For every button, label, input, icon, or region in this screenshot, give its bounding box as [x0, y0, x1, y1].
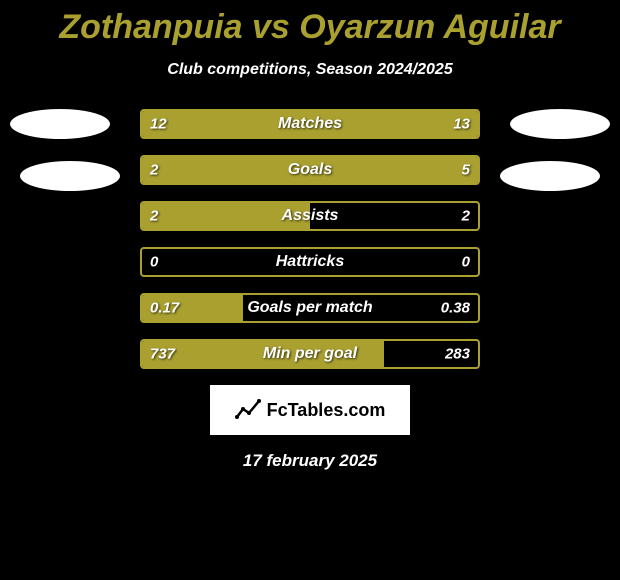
stat-value-right: 283 [445, 346, 470, 363]
stat-row: Hattricks0 0 [140, 247, 480, 277]
subtitle: Club competitions, Season 2024/2025 [0, 61, 620, 79]
player2-avatar-placeholder [510, 109, 610, 139]
stat-label: Goals [142, 161, 478, 179]
player2-club-placeholder [500, 161, 600, 191]
footer-badge[interactable]: FcTables.com [210, 385, 410, 435]
stat-value-left: 0 [150, 254, 158, 271]
stat-label: Assists [142, 207, 478, 225]
stats-section: Matches1213Goals25Assists22Hattricks00Go… [0, 109, 620, 369]
stat-value-left: 12 [150, 116, 167, 133]
stat-value-right: 0 [462, 254, 470, 271]
player1-avatar-placeholder [10, 109, 110, 139]
stat-value-left: 2 [150, 208, 158, 225]
stat-value-right: 5 [462, 162, 470, 179]
stat-row: Goals per match0.17 0.38 [140, 293, 480, 323]
stat-value-left: 0.17 [150, 300, 179, 317]
stat-row: Matches12 13 [140, 109, 480, 139]
stat-row: Assists2 2 [140, 201, 480, 231]
stat-value-right: 13 [453, 116, 470, 133]
stat-value-right: 2 [462, 208, 470, 225]
fctables-logo-icon [235, 399, 261, 421]
stat-value-left: 737 [150, 346, 175, 363]
stat-row: Goals2 5 [140, 155, 480, 185]
stat-value-left: 2 [150, 162, 158, 179]
stat-row: Min per goal737 283 [140, 339, 480, 369]
stat-label: Matches [142, 115, 478, 133]
page-title: Zothanpuia vs Oyarzun Aguilar [0, 0, 620, 47]
stat-value-right: 0.38 [441, 300, 470, 317]
stat-label: Goals per match [142, 299, 478, 317]
player1-club-placeholder [20, 161, 120, 191]
footer-badge-text: FcTables.com [267, 400, 386, 421]
stat-label: Min per goal [142, 345, 478, 363]
bars-container: Matches1213Goals25Assists22Hattricks00Go… [140, 109, 480, 369]
date-text: 17 february 2025 [0, 451, 620, 471]
stat-label: Hattricks [142, 253, 478, 271]
